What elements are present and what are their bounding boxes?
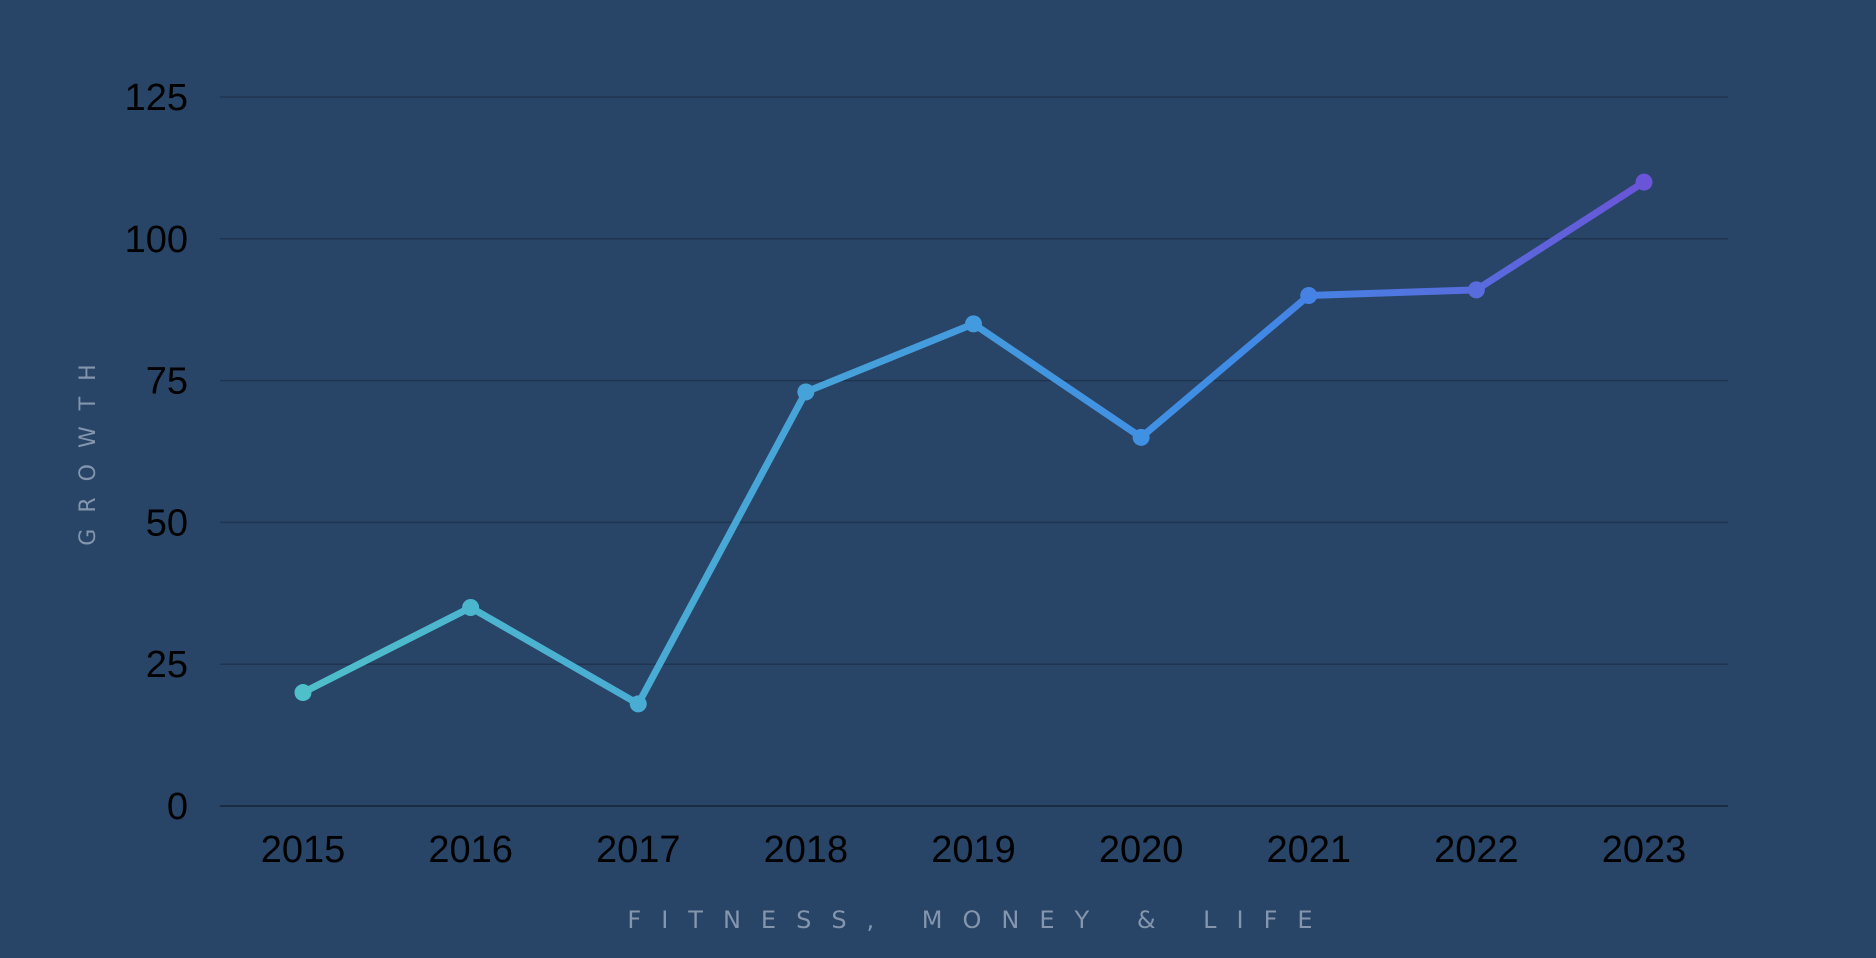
y-tick-label: 25: [146, 644, 188, 686]
grid-lines: [220, 96, 1728, 807]
x-tick-label: 2018: [764, 829, 849, 871]
x-tick-label: 2023: [1602, 829, 1687, 871]
data-point: [965, 315, 982, 333]
y-tick-label: 50: [146, 502, 188, 544]
data-point: [797, 383, 815, 401]
series-line-group: [299, 178, 1648, 708]
series-line: [299, 178, 1648, 708]
y-axis-ticks: 0 25 50 75 100 125: [125, 77, 188, 828]
x-axis-title: FITNESS, MONEY & LIFE: [627, 906, 1332, 934]
y-tick-label: 75: [146, 361, 188, 403]
x-tick-label: 2022: [1434, 829, 1519, 871]
x-tick-label: 2019: [931, 829, 1016, 871]
x-axis-ticks: 2015 2016 2017 2018 2019 2020 2021 2022 2023: [261, 829, 1687, 871]
data-point: [1635, 173, 1653, 191]
x-tick-label: 2017: [596, 829, 681, 871]
x-tick-label: 2016: [428, 829, 513, 871]
x-tick-label: 2020: [1099, 829, 1184, 871]
x-tick-label: 2021: [1266, 829, 1351, 871]
data-point: [294, 684, 312, 702]
y-tick-label: 0: [167, 786, 188, 828]
x-tick-label: 2015: [261, 829, 346, 871]
y-axis-title: GROWTH: [76, 348, 101, 545]
data-points: [294, 173, 1653, 713]
y-tick-label: 100: [125, 219, 188, 261]
data-point: [629, 695, 647, 713]
data-point: [1300, 287, 1318, 305]
y-tick-label: 125: [125, 77, 188, 119]
data-point: [1132, 428, 1150, 446]
data-point: [1467, 281, 1485, 299]
data-point: [462, 598, 480, 616]
